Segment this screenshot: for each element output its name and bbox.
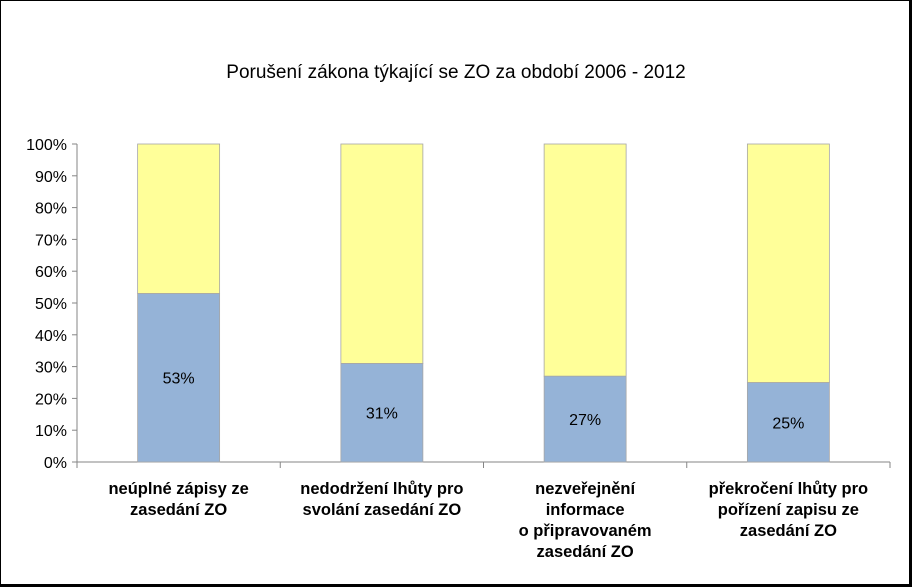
y-tick-label: 60%: [35, 264, 67, 281]
y-tick-label: 20%: [35, 391, 67, 408]
x-category-label: nedodržení lhůty pro svolání zasedání ZO: [300, 480, 464, 519]
y-tick-label: 70%: [35, 232, 67, 249]
bar-data-label: 53%: [163, 371, 195, 388]
y-tick-label: 90%: [35, 169, 67, 186]
data-labels: 53% 31% 27% 25%: [163, 371, 805, 433]
bar-segment-upper: [543, 143, 627, 377]
y-tick-label: 40%: [35, 328, 67, 345]
x-category-label: neúplné zápisy ze zasedání ZO: [108, 480, 249, 519]
bar-data-label: 25%: [772, 415, 804, 432]
bar-segment-upper: [746, 143, 830, 383]
bar-segment-lower: [340, 363, 424, 463]
x-category-label: překročení lhůty pro pořízení zapisu ze …: [708, 480, 869, 540]
bar-data-label: 27%: [569, 412, 601, 429]
y-tick-label: 30%: [35, 360, 67, 377]
bars: [137, 143, 830, 463]
chart-title: Porušení zákona týkající se ZO za období…: [226, 62, 686, 83]
y-tick-label: 10%: [35, 423, 67, 440]
bar-segment-upper: [137, 143, 221, 294]
y-tick-label: 50%: [35, 296, 67, 313]
y-tick-label: 0%: [44, 455, 67, 472]
y-tick-label: 80%: [35, 201, 67, 218]
bar-segment-upper: [340, 143, 424, 364]
bar-segment-lower: [543, 375, 627, 463]
bar-segment-lower: [137, 293, 221, 463]
y-tick-label: 100%: [26, 137, 67, 154]
axes: 0% 10% 20% 30% 40% 50% 60% 70% 80% 90% 100%: [26, 137, 891, 472]
x-category-label: nezveřejnění informace o připravovaném z…: [518, 480, 652, 561]
bar-data-label: 31%: [366, 406, 398, 423]
bar-segment-lower: [746, 382, 830, 463]
